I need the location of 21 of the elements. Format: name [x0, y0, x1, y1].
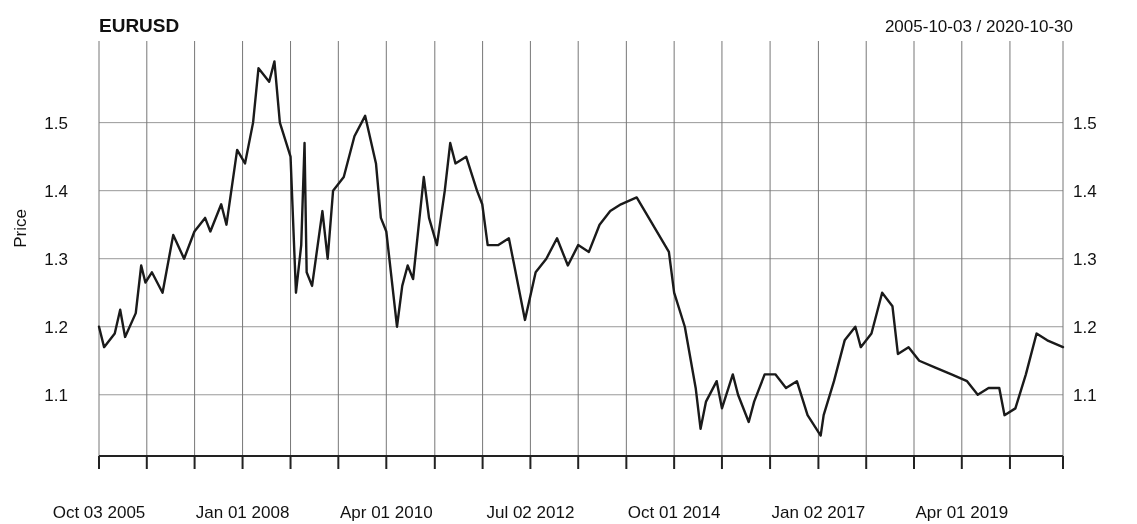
y2-tick-label: 1.4 [1073, 181, 1097, 201]
y-tick-label: 1.4 [44, 181, 68, 201]
line-series [97, 60, 1065, 437]
y2-tick-label: 1.3 [1073, 249, 1097, 269]
chart-title: EURUSD [99, 15, 180, 36]
x-tick-label: Jan 02 2017 [771, 503, 866, 522]
x-tick-label: Oct 01 2014 [627, 503, 721, 522]
y2-tick-label: 1.2 [1073, 317, 1097, 337]
x-tick-label: Oct 03 2005 [52, 503, 146, 522]
y-tick-label: 1.3 [44, 249, 68, 269]
x-tick-label: Jan 01 2008 [195, 503, 290, 522]
y-tick-label: 1.1 [44, 385, 68, 405]
y2-tick-label: 1.1 [1073, 385, 1097, 405]
y-axis-title: Price [11, 209, 30, 248]
x-tick-label: Jul 02 2012 [486, 503, 575, 522]
y-tick-label: 1.2 [44, 317, 68, 337]
x-tick-label: Apr 01 2019 [915, 503, 1009, 522]
chart-subtitle: 2005-10-03 / 2020-10-30 [884, 17, 1073, 36]
x-tick-label: Apr 01 2010 [339, 503, 433, 522]
y2-tick-label: 1.5 [1073, 113, 1097, 133]
y-tick-label: 1.5 [44, 113, 68, 133]
